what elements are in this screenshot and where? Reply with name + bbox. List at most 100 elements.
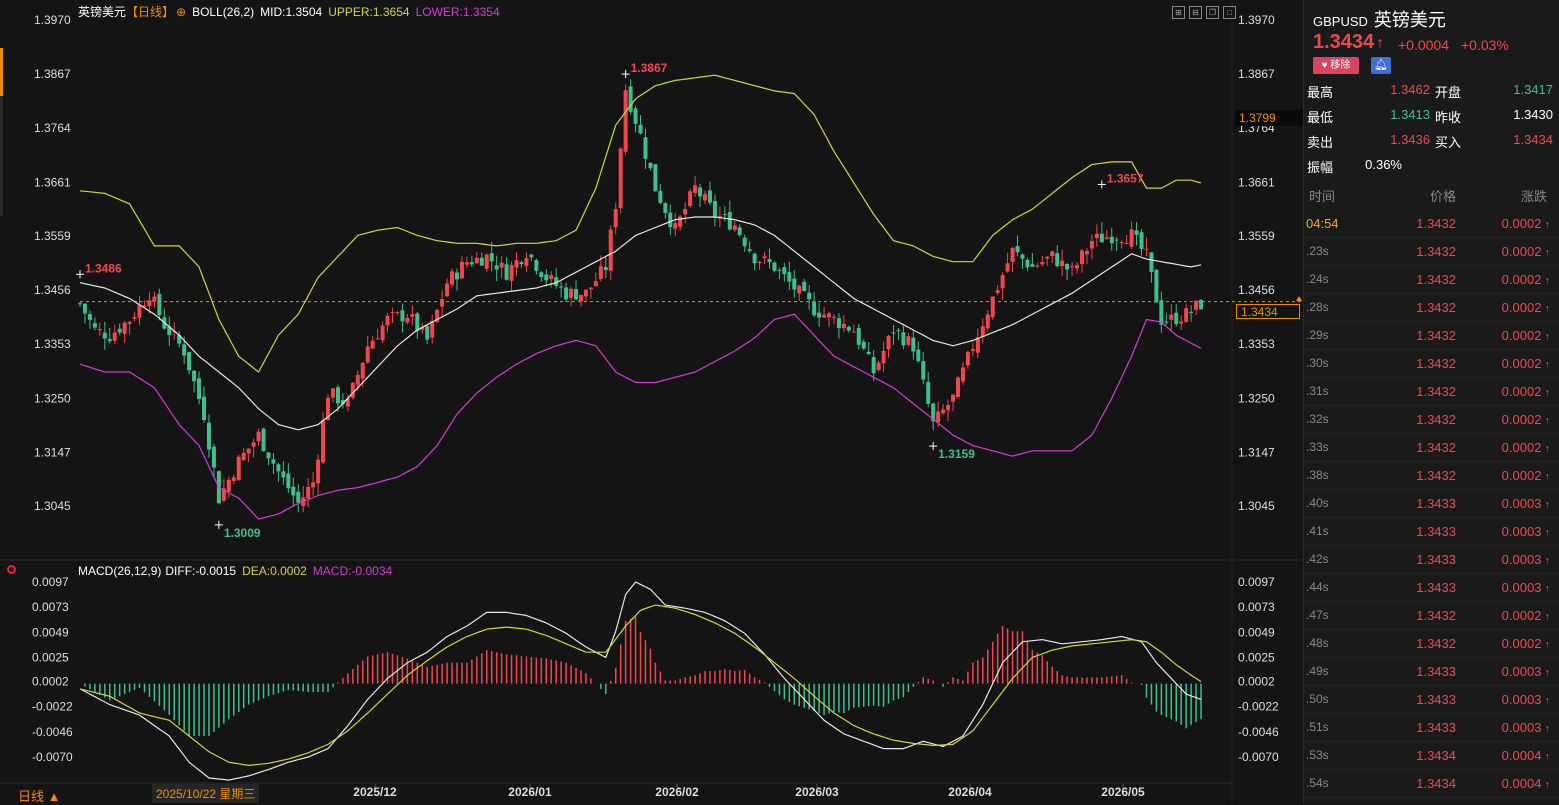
tick-row[interactable]: .47s 1.3432 0.0002 ↑ <box>1304 602 1559 630</box>
tick-time: .24s <box>1306 272 1329 286</box>
macd-y-tick-right: -0.0022 <box>1238 700 1279 714</box>
sidebar-scroll-track[interactable] <box>0 96 3 216</box>
period-label[interactable]: 【日线】 <box>126 5 175 19</box>
tick-price: 1.3433 <box>1416 580 1456 595</box>
tick-row[interactable]: .48s 1.3432 0.0002 ↑ <box>1304 630 1559 658</box>
extreme-label: 1.3009 <box>224 526 261 540</box>
candle-body <box>752 253 757 264</box>
symbol-name: 英镑美元 <box>1373 10 1446 31</box>
candle-body <box>539 272 544 277</box>
tick-row[interactable]: .50s 1.3433 0.0003 ↑ <box>1304 686 1559 714</box>
up-arrow-icon: ↑ <box>1541 667 1550 679</box>
quote-row: 最低 1.3413 昨收 1.3430 <box>1304 107 1559 129</box>
tick-row[interactable]: .30s 1.3432 0.0002 ↑ <box>1304 350 1559 378</box>
candle-body <box>469 262 474 265</box>
tick-row[interactable]: .49s 1.3433 0.0003 ↑ <box>1304 658 1559 686</box>
quote-label: 买入 <box>1435 135 1462 150</box>
candle-body <box>876 362 881 370</box>
macd-y-tick-left: -0.0022 <box>32 700 73 714</box>
tick-row[interactable]: .51s 1.3433 0.0003 ↑ <box>1304 714 1559 742</box>
up-arrow-icon: ↑ <box>1541 611 1550 623</box>
macd-y-tick-right: 0.0097 <box>1238 575 1275 589</box>
tick-time: .33s <box>1306 440 1329 454</box>
tick-row[interactable]: .29s 1.3432 0.0002 ↑ <box>1304 322 1559 350</box>
candle-body <box>1050 251 1055 257</box>
alert-button[interactable]: 🔔︎ <box>1371 57 1391 74</box>
y-tick-right: 1.3970 <box>1238 13 1275 27</box>
candle-body <box>112 332 117 341</box>
window-controls: ⊞ ⊟ ❐ □ <box>1172 2 1240 20</box>
tick-price: 1.3432 <box>1416 384 1456 399</box>
remove-watchlist-button[interactable]: ♥ 移除 <box>1313 57 1359 74</box>
candle-body <box>360 362 365 379</box>
candle-body <box>569 288 574 298</box>
tick-row[interactable]: .33s 1.3432 0.0002 ↑ <box>1304 434 1559 462</box>
restore-icon[interactable]: ❐ <box>1206 6 1219 19</box>
tick-change: 0.0003 ↑ <box>1501 720 1550 735</box>
y-tick-right: 1.3250 <box>1238 391 1275 405</box>
maximize-icon[interactable]: □ <box>1223 6 1236 19</box>
tick-change: 0.0002 ↑ <box>1501 384 1550 399</box>
candle-body <box>1174 312 1179 325</box>
candle-body <box>400 310 405 322</box>
candle-body <box>960 367 965 382</box>
candle-body <box>410 314 415 317</box>
candle-body <box>1070 266 1075 268</box>
tick-change: 0.0002 ↑ <box>1501 272 1550 287</box>
tick-row[interactable]: .23s 1.3432 0.0002 ↑ <box>1304 238 1559 266</box>
tick-row[interactable]: .38s 1.3432 0.0002 ↑ <box>1304 462 1559 490</box>
tick-row[interactable]: .31s 1.3432 0.0002 ↑ <box>1304 378 1559 406</box>
candle-body <box>792 278 797 290</box>
tick-price: 1.3433 <box>1416 692 1456 707</box>
quote-value: 1.3417 <box>1513 82 1553 97</box>
tick-row[interactable]: 04:54 1.3432 0.0002 ↑ <box>1304 210 1559 238</box>
candle-body <box>931 403 936 422</box>
period-selector-button[interactable]: 日线 ▲ <box>18 789 61 804</box>
candle-body <box>593 281 598 286</box>
tick-row[interactable]: .32s 1.3432 0.0002 ↑ <box>1304 406 1559 434</box>
macd-header: MACD(26,12,9) DIFF:-0.0015 DEA:0.0002 MACD:… <box>78 564 398 578</box>
candle-body <box>1104 237 1109 239</box>
candle-body <box>489 253 494 262</box>
candle-body <box>1199 300 1204 310</box>
x-tick-label: 2026/03 <box>795 785 839 799</box>
crosshair-price-tag: 1.3799 <box>1235 110 1303 126</box>
up-arrow-icon: ↑ <box>1541 443 1550 455</box>
tick-row[interactable]: .28s 1.3432 0.0002 ↑ <box>1304 294 1559 322</box>
layout-icon[interactable]: ⊟ <box>1189 6 1202 19</box>
candle-body <box>296 491 301 503</box>
candle-body <box>1060 260 1065 267</box>
candle-body <box>871 357 876 374</box>
tick-row[interactable]: .53s 1.3434 0.0004 ↑ <box>1304 742 1559 770</box>
candle-body <box>271 459 276 464</box>
last-price: 1.3434 ↑ <box>1313 31 1384 54</box>
tick-row[interactable]: .41s 1.3433 0.0003 ↑ <box>1304 518 1559 546</box>
candle-body <box>856 328 861 345</box>
candle-body <box>147 300 152 307</box>
chart-area[interactable]: 1.3970 1.3970 1.3867 1.3867 1.3764 1.3764 1.36… <box>0 0 1303 804</box>
candle-body <box>197 378 202 399</box>
boll-upper-line <box>79 74 1202 373</box>
tick-time: .29s <box>1306 328 1329 342</box>
grid-icon[interactable]: ⊞ <box>1172 6 1185 19</box>
toggle-icon[interactable]: ⊕ <box>176 5 187 19</box>
tick-row[interactable]: .40s 1.3433 0.0003 ↑ <box>1304 490 1559 518</box>
tick-time: .50s <box>1306 692 1329 706</box>
y-tick-right: 1.3661 <box>1238 175 1275 189</box>
tick-row[interactable]: .54s 1.3434 0.0004 ↑ <box>1304 770 1559 798</box>
tick-row[interactable]: .44s 1.3433 0.0003 ↑ <box>1304 574 1559 602</box>
candle-body <box>633 108 638 124</box>
tick-row[interactable]: .42s 1.3433 0.0003 ↑ <box>1304 546 1559 574</box>
quote-label: 昨收 <box>1435 110 1462 125</box>
candle-body <box>742 237 747 247</box>
boll-lower: LOWER:1.3354 <box>415 5 500 19</box>
macd-y-tick-left: 0.0002 <box>32 675 69 689</box>
candle-body <box>256 431 261 442</box>
candle-body <box>683 209 688 215</box>
indicator-settings-icon[interactable] <box>7 565 16 574</box>
tick-change: 0.0002 ↑ <box>1501 356 1550 371</box>
candle-body <box>737 227 742 235</box>
tick-change: 0.0003 ↑ <box>1501 524 1550 539</box>
tick-row[interactable]: .24s 1.3432 0.0002 ↑ <box>1304 266 1559 294</box>
